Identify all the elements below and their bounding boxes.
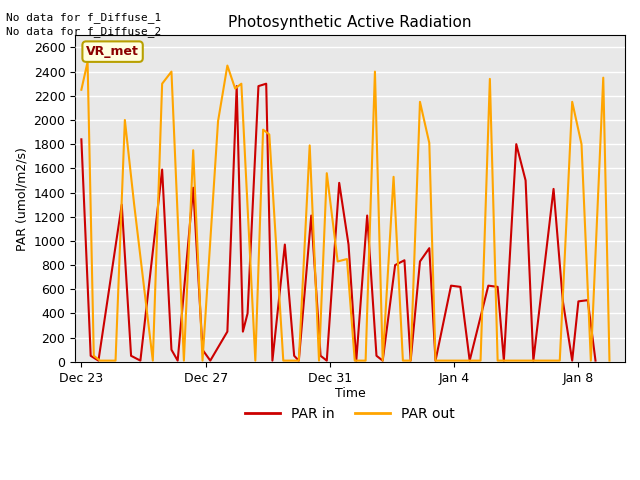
Legend: PAR in, PAR out: PAR in, PAR out	[239, 402, 461, 427]
Text: No data for f_Diffuse_1: No data for f_Diffuse_1	[6, 12, 162, 23]
Text: VR_met: VR_met	[86, 45, 139, 58]
Y-axis label: PAR (umol/m2/s): PAR (umol/m2/s)	[15, 147, 28, 251]
Title: Photosynthetic Active Radiation: Photosynthetic Active Radiation	[228, 15, 472, 30]
Text: No data for f_Diffuse_2: No data for f_Diffuse_2	[6, 26, 162, 37]
X-axis label: Time: Time	[335, 387, 365, 400]
